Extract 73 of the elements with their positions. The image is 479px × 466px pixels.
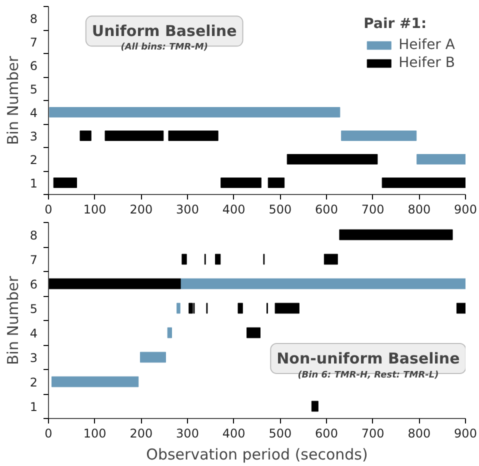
y-tick-label: 1 — [30, 400, 38, 414]
text: (All bins: TMR-M) — [120, 42, 208, 53]
bar — [311, 400, 318, 412]
bar — [180, 278, 466, 290]
x-tick-label: 600 — [315, 202, 338, 216]
y-tick-label: 2 — [30, 375, 38, 390]
bar — [324, 254, 338, 265]
bar — [49, 107, 340, 118]
y-tick-label: 1 — [30, 176, 38, 190]
bar — [274, 302, 300, 314]
bar — [53, 178, 78, 188]
x-tick-label: 400 — [222, 202, 246, 216]
x-tick-label: 200 — [130, 426, 153, 440]
y-axis-title: Bin Number — [4, 275, 22, 365]
x-tick-label: 500 — [268, 202, 292, 216]
text: (Bin 6: TMR-H, Rest: TMR-L) — [298, 370, 439, 381]
bar — [168, 130, 218, 141]
y-tick-label: 8 — [30, 12, 38, 26]
bar — [246, 327, 260, 338]
bar — [167, 327, 172, 338]
bar — [188, 302, 193, 314]
y-tick-label: 3 — [30, 350, 38, 365]
legend-label: Heifer A — [398, 37, 455, 53]
y-axis-title: Bin Number — [4, 55, 22, 145]
bar — [382, 178, 466, 188]
bar — [140, 352, 166, 363]
bar — [80, 130, 92, 141]
y-tick-label: 6 — [30, 58, 38, 73]
legend-title: Pair #1: — [364, 16, 428, 32]
bar — [286, 154, 378, 164]
bar — [48, 278, 181, 290]
x-tick-label: 800 — [408, 202, 431, 216]
y-tick-label: 8 — [30, 228, 38, 242]
bar — [220, 178, 262, 188]
bar — [176, 302, 180, 314]
bar — [456, 302, 466, 314]
bar — [416, 154, 466, 164]
x-tick-label: 100 — [83, 202, 106, 216]
x-tick-label: 700 — [361, 202, 384, 216]
x-tick-label: 100 — [83, 426, 106, 440]
x-tick-label: 300 — [176, 426, 199, 440]
legend-label: Heifer B — [398, 55, 455, 71]
x-axis-title: Observation period (seconds) — [146, 446, 368, 464]
x-tick-label: 600 — [315, 426, 338, 440]
x-tick-label: 900 — [454, 426, 477, 440]
x-tick-label: 300 — [176, 202, 199, 216]
text: Uniform Baseline — [92, 22, 237, 40]
y-tick-label: 4 — [30, 326, 38, 340]
y-tick-label: 2 — [30, 152, 38, 167]
y-tick-label: 7 — [30, 35, 38, 50]
bar — [215, 254, 221, 265]
y-tick-label: 5 — [30, 82, 38, 96]
bar — [182, 254, 187, 265]
bar — [104, 130, 164, 141]
x-tick-label: 700 — [361, 426, 384, 440]
x-tick-label: 900 — [454, 202, 477, 216]
x-tick-label: 0 — [44, 426, 52, 440]
bar — [268, 178, 285, 188]
x-tick-label: 400 — [222, 426, 246, 440]
y-tick-label: 4 — [30, 106, 38, 120]
bar — [51, 376, 139, 388]
x-tick-label: 500 — [268, 426, 292, 440]
y-tick-label: 7 — [30, 252, 38, 267]
y-tick-label: 6 — [30, 277, 38, 292]
x-tick-label: 800 — [408, 426, 431, 440]
y-tick-label: 5 — [30, 302, 38, 316]
x-tick-label: 200 — [130, 202, 153, 216]
text: Non-uniform Baseline — [276, 349, 460, 368]
x-tick-label: 0 — [44, 202, 52, 216]
y-tick-label: 3 — [30, 129, 38, 144]
bar — [238, 302, 243, 314]
bar — [339, 229, 453, 240]
bar — [341, 130, 417, 141]
